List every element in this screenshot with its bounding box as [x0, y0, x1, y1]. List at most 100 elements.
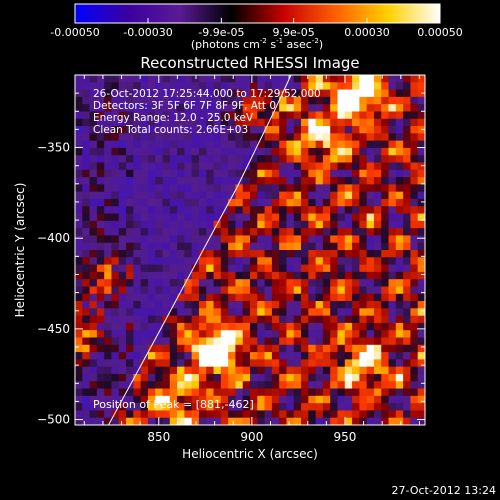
- heatmap-cell: [177, 264, 185, 273]
- heatmap-cell: [126, 330, 134, 338]
- heatmap-cell: [147, 75, 156, 83]
- heatmap-cell: [301, 220, 309, 229]
- heatmap-cell: [220, 417, 229, 425]
- heatmap-cell: [96, 118, 105, 127]
- plot-frame: [74, 74, 426, 426]
- heatmap-cell: [126, 373, 134, 382]
- heatmap-cell: [264, 286, 273, 295]
- heatmap-cell: [337, 169, 346, 178]
- heatmap-cell: [198, 191, 207, 200]
- heatmap-cell: [155, 111, 163, 120]
- heatmap-cell: [140, 177, 149, 185]
- heatmap-cell: [140, 388, 149, 397]
- heatmap-cell: [271, 155, 280, 163]
- heatmap-cell: [250, 242, 258, 251]
- heatmap-cell: [344, 257, 353, 265]
- heatmap-cell: [337, 330, 346, 338]
- heatmap-cell: [82, 366, 90, 375]
- heatmap-cell: [89, 250, 98, 258]
- heatmap-cell: [162, 330, 171, 338]
- heatmap-cell: [184, 198, 193, 207]
- heatmap-cell: [410, 133, 419, 142]
- heatmap-cell: [242, 403, 251, 411]
- heatmap-cell: [235, 126, 244, 134]
- heatmap-cell: [388, 126, 397, 134]
- heatmap-cell: [286, 147, 295, 156]
- heatmap-cell: [315, 388, 324, 397]
- heatmap-cell: [373, 410, 382, 419]
- heatmap-cell: [198, 381, 207, 389]
- heatmap-cell: [395, 293, 404, 302]
- heatmap-cell: [82, 213, 90, 222]
- heatmap-cell: [96, 257, 105, 265]
- heatmap-cell: [118, 206, 127, 214]
- heatmap-cell: [228, 293, 236, 302]
- heatmap-cell: [191, 191, 200, 200]
- heatmap-cell: [410, 111, 419, 120]
- heatmap-cell: [96, 220, 105, 229]
- heatmap-cell: [198, 213, 207, 222]
- heatmap-cell: [366, 388, 375, 397]
- heatmap-cell: [395, 308, 404, 317]
- heatmap-cell: [395, 388, 404, 397]
- heatmap-cell: [169, 89, 178, 98]
- heatmap-cell: [271, 388, 280, 397]
- heatmap-cell: [198, 177, 207, 185]
- heatmap-cell: [111, 395, 120, 404]
- heatmap-cell: [279, 293, 287, 302]
- heatmap-cell: [118, 257, 127, 265]
- heatmap-cell: [271, 271, 280, 280]
- heatmap-cell: [250, 286, 258, 295]
- heatmap-cell: [417, 75, 425, 83]
- heatmap-cell: [220, 82, 229, 90]
- heatmap-cell: [257, 147, 265, 156]
- heatmap-cell: [403, 140, 411, 149]
- heatmap-cell: [250, 373, 258, 382]
- heatmap-cell: [257, 403, 265, 411]
- heatmap-cell: [301, 75, 309, 83]
- heatmap-cell: [104, 235, 112, 244]
- heatmap-cell: [301, 242, 309, 251]
- heatmap-cell: [359, 359, 368, 368]
- heatmap-cell: [235, 403, 244, 411]
- heatmap-cell: [220, 322, 229, 331]
- heatmap-cell: [191, 381, 200, 389]
- heatmap-cell: [228, 315, 236, 324]
- heatmap-cell: [257, 388, 265, 397]
- heatmap-cell: [352, 308, 360, 317]
- heatmap-cell: [381, 133, 389, 142]
- heatmap-cell: [359, 337, 368, 346]
- heatmap-cell: [82, 111, 90, 120]
- heatmap-cell: [228, 417, 236, 425]
- heatmap-cell: [198, 235, 207, 244]
- heatmap-cell: [133, 206, 142, 214]
- heatmap-cell: [126, 410, 134, 419]
- heatmap-cell: [242, 155, 251, 163]
- heatmap-cell: [264, 403, 273, 411]
- heatmap-cell: [184, 373, 193, 382]
- heatmap-cell: [111, 250, 120, 258]
- heatmap-cell: [191, 373, 200, 382]
- heatmap-cell: [359, 104, 368, 112]
- heatmap-cell: [250, 395, 258, 404]
- heatmap-cell: [264, 140, 273, 149]
- heatmap-cell: [352, 286, 360, 295]
- heatmap-cell: [75, 344, 83, 353]
- heatmap-cell: [104, 140, 112, 149]
- heatmap-cell: [96, 82, 105, 90]
- heatmap-cell: [140, 250, 149, 258]
- heatmap-cell: [191, 82, 200, 90]
- heatmap-cell: [206, 257, 214, 265]
- heatmap-cell: [155, 322, 163, 331]
- heatmap-cell: [403, 155, 411, 163]
- heatmap-cell: [169, 410, 178, 419]
- heatmap-cell: [89, 330, 98, 338]
- heatmap-cell: [191, 315, 200, 324]
- heatmap-cell: [104, 133, 112, 142]
- heatmap-cell: [147, 184, 156, 193]
- heatmap-cell: [89, 118, 98, 127]
- heatmap-cell: [352, 155, 360, 163]
- heatmap-cell: [330, 337, 338, 346]
- heatmap-cell: [118, 191, 127, 200]
- heatmap-cell: [301, 322, 309, 331]
